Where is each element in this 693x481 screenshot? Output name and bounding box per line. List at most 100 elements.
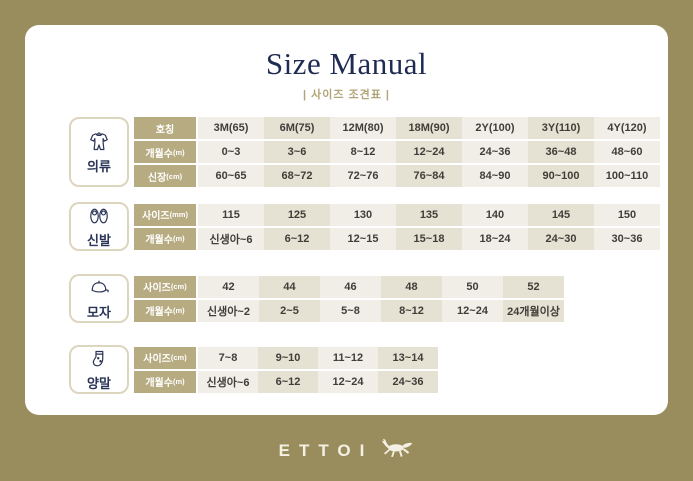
row-header-unit: (m) [172, 377, 185, 386]
row-header-unit: (m) [172, 306, 185, 315]
size-cell: 130 [330, 203, 396, 226]
page-title: Size Manual [265, 46, 428, 81]
category-box-socks: 양말 [69, 345, 129, 394]
size-cell: 100~110 [594, 165, 660, 187]
size-cell: 24~30 [528, 227, 594, 250]
size-table-hat: 사이즈 (cm) 42 44 46 48 50 52 개월수 (m) 신생아~2 2~5 5~8 8~12… [134, 274, 564, 323]
size-cell: 8~12 [381, 299, 442, 322]
size-cell: 46 [320, 275, 381, 298]
size-cell: 6M(75) [264, 117, 330, 139]
size-cell: 7~8 [198, 346, 258, 369]
row-header-unit: (m) [172, 234, 185, 243]
row-header-label: 개월수 [145, 148, 173, 160]
row-header: 개월수 (m) [134, 227, 196, 250]
size-cell: 48 [381, 275, 442, 298]
size-cell: 18~24 [462, 227, 528, 250]
row-header-unit: (mm) [169, 210, 188, 219]
size-cell: 76~84 [396, 165, 462, 187]
size-cell: 145 [528, 203, 594, 226]
size-cell: 3M(65) [198, 117, 264, 139]
size-cell: 2~5 [259, 299, 320, 322]
size-table-clothing: 호칭 3M(65) 6M(75) 12M(80) 18M(90) 2Y(100) 3Y(11… [134, 117, 660, 187]
size-cell: 6~12 [258, 370, 318, 393]
row-header: 개월수 (m) [134, 370, 196, 393]
size-table-socks: 사이즈 (cm) 7~8 9~10 11~12 13~14 개월수 (m) 신생아~6 6~12 1… [134, 345, 438, 394]
size-cell: 11~12 [318, 346, 378, 369]
size-cell: 9~10 [258, 346, 318, 369]
row-header-label: 사이즈 [143, 354, 171, 365]
size-cell: 150 [594, 203, 660, 226]
section-shoes: 신발 사이즈 (mm) 115 125 130 135 140 145 150 개월수 (m) 신생아~… [69, 202, 660, 251]
size-cell: 90~100 [528, 165, 594, 187]
size-cell: 3~6 [264, 141, 330, 163]
size-manual-card: Size Manual | 사이즈 조견표 | 의류 호칭 3M(65) 6M(75)… [25, 25, 668, 415]
size-cell: 50 [442, 275, 503, 298]
horse-icon [378, 437, 414, 465]
row-header: 개월수 (m) [134, 141, 196, 163]
row-header-unit: (cm) [170, 353, 187, 362]
table-row: 호칭 3M(65) 6M(75) 12M(80) 18M(90) 2Y(100) 3Y(11… [134, 117, 660, 139]
size-cell: 3Y(110) [528, 117, 594, 139]
size-cell: 13~14 [378, 346, 438, 369]
row-header-label: 호칭 [155, 124, 175, 136]
size-cell: 30~36 [594, 227, 660, 250]
size-cell: 12M(80) [330, 117, 396, 139]
size-cell: 68~72 [264, 165, 330, 187]
size-cell: 125 [264, 203, 330, 226]
category-box-hat: 모자 [69, 274, 129, 323]
size-cell: 12~24 [396, 141, 462, 163]
row-header: 신장 (cm) [134, 165, 196, 187]
size-cell: 12~15 [330, 227, 396, 250]
table-row: 개월수 (m) 신생아~2 2~5 5~8 8~12 12~24 24개월이상 [134, 299, 564, 322]
row-header-label: 개월수 [145, 307, 173, 318]
size-cell: 36~48 [528, 141, 594, 163]
category-label-socks: 양말 [87, 376, 111, 391]
category-label-shoes: 신발 [87, 233, 111, 248]
size-cell: 18M(90) [396, 117, 462, 139]
size-cell: 2Y(100) [462, 117, 528, 139]
size-table-shoes: 사이즈 (mm) 115 125 130 135 140 145 150 개월수 (m) 신생아~6 6… [134, 202, 660, 251]
size-cell: 신생아~2 [198, 299, 259, 322]
shoes-icon [86, 204, 112, 228]
size-cell: 0~3 [198, 141, 264, 163]
row-header: 사이즈 (mm) [134, 203, 196, 226]
row-header: 사이즈 (cm) [134, 275, 196, 298]
brand-logo: ETTOI [0, 437, 693, 465]
size-cell: 12~24 [442, 299, 503, 322]
category-box-clothing: 의류 [69, 117, 129, 187]
row-header-unit: (cm) [170, 282, 187, 291]
table-row: 사이즈 (cm) 7~8 9~10 11~12 13~14 [134, 346, 438, 369]
size-cell: 84~90 [462, 165, 528, 187]
size-cell: 48~60 [594, 141, 660, 163]
size-cell: 8~12 [330, 141, 396, 163]
size-cell: 24~36 [462, 141, 528, 163]
table-row: 개월수 (m) 신생아~6 6~12 12~24 24~36 [134, 370, 438, 393]
size-cell: 135 [396, 203, 462, 226]
section-clothing: 의류 호칭 3M(65) 6M(75) 12M(80) 18M(90) 2Y(100) 3Y(… [69, 117, 660, 187]
row-header: 호칭 [134, 117, 196, 139]
onesie-icon [86, 130, 112, 154]
row-header-unit: (cm) [166, 171, 183, 181]
page-subtitle: | 사이즈 조견표 | [302, 89, 391, 101]
size-cell: 4Y(120) [594, 117, 660, 139]
size-cell: 24개월이상 [503, 299, 564, 322]
size-cell: 115 [198, 203, 264, 226]
size-cell: 52 [503, 275, 564, 298]
size-cell: 24~36 [378, 370, 438, 393]
sock-icon [86, 347, 112, 371]
category-label-hat: 모자 [87, 305, 111, 320]
row-header-label: 사이즈 [143, 283, 171, 294]
section-hat: 모자 사이즈 (cm) 42 44 46 48 50 52 개월수 (m) 신생아~2 2~5 5~8 8~… [69, 274, 660, 323]
size-cell: 44 [259, 275, 320, 298]
size-cell: 140 [462, 203, 528, 226]
table-row: 개월수 (m) 0~3 3~6 8~12 12~24 24~36 36~48 48~60 [134, 141, 660, 163]
section-socks: 양말 사이즈 (cm) 7~8 9~10 11~12 13~14 개월수 (m) 신생아~6 6~1… [69, 345, 660, 394]
size-sections: 의류 호칭 3M(65) 6M(75) 12M(80) 18M(90) 2Y(100) 3Y(… [69, 117, 660, 394]
size-cell: 5~8 [320, 299, 381, 322]
table-row: 사이즈 (cm) 42 44 46 48 50 52 [134, 275, 564, 298]
row-header-label: 개월수 [145, 378, 173, 389]
size-cell: 42 [198, 275, 259, 298]
table-row: 개월수 (m) 신생아~6 6~12 12~15 15~18 18~24 24~30 30~36 [134, 227, 660, 250]
row-header: 사이즈 (cm) [134, 346, 196, 369]
